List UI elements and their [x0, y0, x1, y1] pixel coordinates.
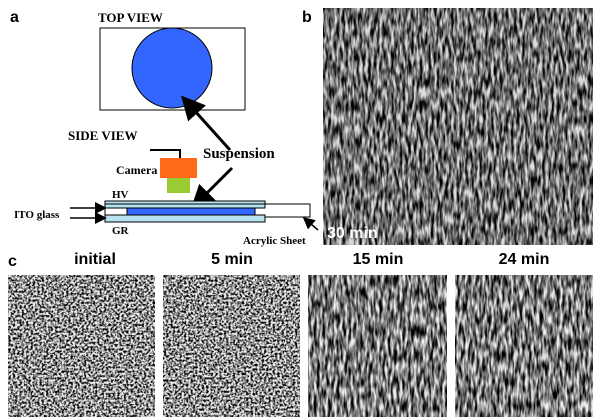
- side-view-label: SIDE VIEW: [68, 128, 137, 143]
- top-view-label: TOP VIEW: [98, 10, 163, 25]
- image: [455, 275, 593, 417]
- camera: [160, 158, 197, 178]
- frame-label: 5 min: [211, 251, 253, 268]
- acrylic-label: Acrylic Sheet: [243, 235, 306, 247]
- suspension-label: Suspension: [203, 146, 275, 162]
- ito-label: ITO glass: [14, 209, 60, 221]
- figure: a TOP VIEW SIDE VIEW Suspension Camera H…: [0, 0, 593, 417]
- image: [308, 275, 447, 417]
- panel-label: b: [302, 9, 312, 26]
- suspension-circle: [132, 28, 212, 108]
- panel-label: c: [8, 253, 17, 270]
- hv-label: HV: [112, 189, 129, 201]
- panel-label: a: [10, 9, 19, 26]
- camera-label: Camera: [116, 163, 157, 177]
- time-label: 30 min: [327, 225, 378, 242]
- frame-label: initial: [74, 251, 116, 268]
- image-c: [8, 275, 593, 417]
- arrow: [195, 168, 232, 205]
- lens: [167, 178, 190, 193]
- image-b: [323, 8, 593, 245]
- frame-label: 15 min: [353, 251, 404, 268]
- gr-glass: [105, 215, 265, 222]
- arrow: [305, 219, 318, 230]
- frame-label: 24 min: [499, 251, 550, 268]
- image: [8, 275, 155, 417]
- gr-label: GR: [112, 225, 130, 237]
- page: a TOP VIEW SIDE VIEW Suspension Camera H…: [0, 0, 593, 417]
- wire: [150, 150, 180, 158]
- suspension-layer: [127, 208, 255, 215]
- image: [163, 275, 300, 417]
